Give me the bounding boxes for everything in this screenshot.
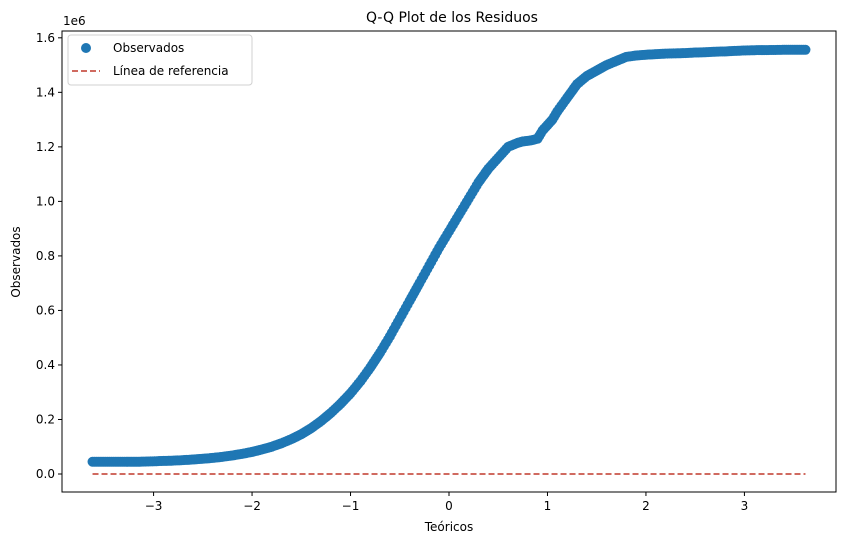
- x-tick-label: 2: [642, 499, 650, 513]
- x-tick-label: −1: [342, 499, 360, 513]
- x-tick-label: 3: [741, 499, 749, 513]
- y-tick-label: 0.2: [36, 412, 55, 426]
- x-tick-label: 0: [445, 499, 453, 513]
- x-axis: −3 −2 −1 0 1 2 3: [145, 492, 749, 513]
- plot-area: [61, 30, 837, 493]
- y-tick-label: 0.0: [36, 467, 55, 481]
- x-tick-label: 1: [544, 499, 552, 513]
- y-tick-label: 1.2: [36, 140, 55, 154]
- y-tick-label: 0.4: [36, 358, 55, 372]
- legend-label-observados: Observados: [113, 41, 184, 55]
- series-observados: [87, 44, 811, 467]
- x-tick-label: −2: [243, 499, 261, 513]
- y-tick-label: 0.8: [36, 249, 55, 263]
- data-point: [800, 44, 811, 55]
- chart-title: Q-Q Plot de los Residuos: [366, 10, 538, 26]
- y-tick-label: 1.6: [36, 31, 55, 45]
- y-tick-label: 1.0: [36, 194, 55, 208]
- legend-marker-observados: [81, 43, 91, 53]
- y-axis: 0.0 0.2 0.4 0.6 0.8 1.0 1.2 1.4 1.6: [36, 31, 62, 481]
- x-tick-label: −3: [145, 499, 163, 513]
- plot-frame: [61, 30, 837, 493]
- legend: Observados Línea de referencia: [67, 34, 253, 86]
- y-axis-label: Observados: [9, 226, 23, 297]
- legend-label-referencia: Línea de referencia: [113, 64, 229, 78]
- y-offset-label: 1e6: [63, 14, 86, 28]
- y-tick-label: 0.6: [36, 303, 55, 317]
- y-tick-label: 1.4: [36, 85, 55, 99]
- legend-box: [67, 34, 253, 86]
- x-axis-label: Teóricos: [424, 520, 473, 534]
